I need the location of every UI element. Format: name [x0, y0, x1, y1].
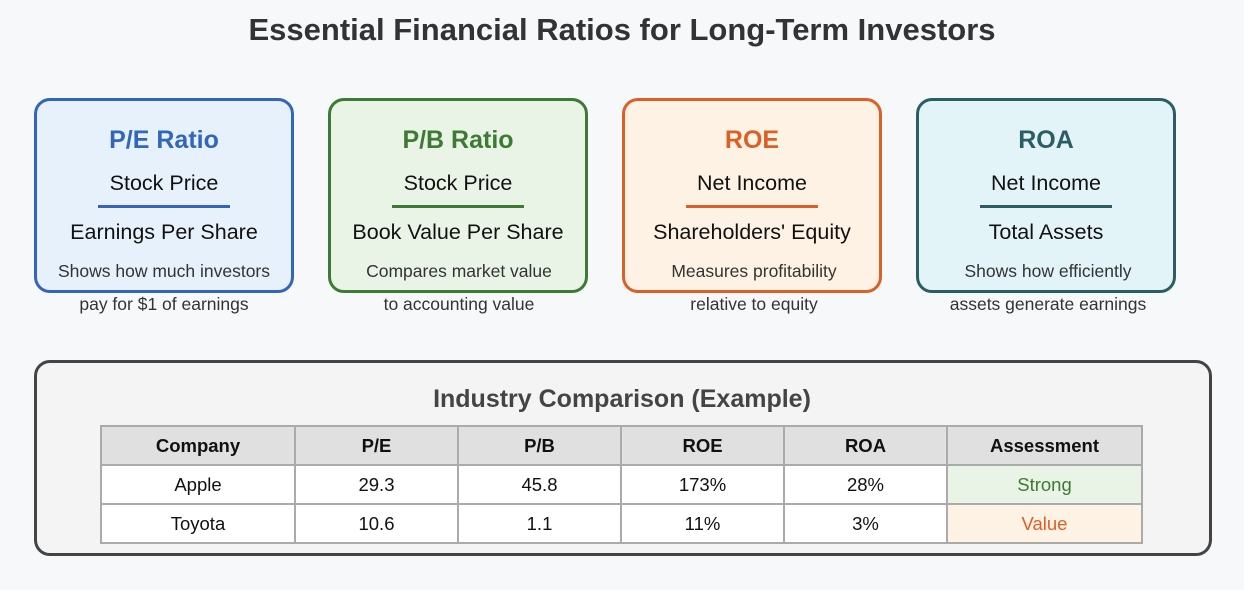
- cell-assessment: Value: [946, 503, 1143, 544]
- pe-description: Shows how much investors pay for $1 of ea…: [14, 255, 314, 321]
- cell-pb: 1.1: [457, 503, 622, 544]
- roe-description: Measures profitability relative to equity: [604, 255, 904, 321]
- fraction-bar: [686, 205, 818, 208]
- header-pb: P/B: [457, 425, 622, 466]
- cell-pe: 10.6: [294, 503, 459, 544]
- card-denominator: Total Assets: [988, 220, 1104, 244]
- card-numerator: Stock Price: [109, 171, 219, 195]
- fraction-bar: [98, 205, 230, 208]
- desc-line: relative to equity: [690, 294, 818, 314]
- card-denominator: Book Value Per Share: [352, 220, 564, 244]
- card-denominator: Shareholders' Equity: [653, 220, 851, 244]
- comparison-title: Industry Comparison (Example): [433, 385, 811, 413]
- cell-pe: 29.3: [294, 464, 459, 505]
- comparison-table: Company P/E P/B ROE ROA Assessment Apple…: [100, 425, 1143, 544]
- header-company: Company: [100, 425, 296, 466]
- table-header-row: Company P/E P/B ROE ROA Assessment: [100, 425, 1143, 466]
- card-denominator: Earnings Per Share: [70, 220, 258, 244]
- cell-roe: 173%: [620, 464, 785, 505]
- desc-line: pay for $1 of earnings: [79, 294, 249, 314]
- desc-line: Measures profitability: [671, 261, 837, 281]
- table-row: Apple 29.3 45.8 173% 28% Strong: [100, 464, 1143, 505]
- header-assessment: Assessment: [946, 425, 1143, 466]
- cell-pb: 45.8: [457, 464, 622, 505]
- card-numerator: Net Income: [991, 171, 1101, 195]
- roe-card: ROE Net Income Shareholders' Equity: [622, 98, 882, 293]
- desc-line: to accounting value: [383, 294, 535, 314]
- card-numerator: Net Income: [697, 171, 807, 195]
- table-row: Toyota 10.6 1.1 11% 3% Value: [100, 503, 1143, 544]
- cell-roe: 11%: [620, 503, 785, 544]
- header-pe: P/E: [294, 425, 459, 466]
- roa-card: ROA Net Income Total Assets: [916, 98, 1176, 293]
- pe-ratio-card: P/E Ratio Stock Price Earnings Per Share: [34, 98, 294, 293]
- fraction-bar: [392, 205, 524, 208]
- cell-roa: 3%: [783, 503, 948, 544]
- fraction-bar: [980, 205, 1112, 208]
- cell-company: Toyota: [100, 503, 296, 544]
- header-roe: ROE: [620, 425, 785, 466]
- card-name: ROE: [724, 126, 780, 154]
- desc-line: Shows how much investors: [57, 261, 271, 281]
- card-name: ROA: [1018, 126, 1074, 154]
- card-numerator: Stock Price: [403, 171, 513, 195]
- cell-roa: 28%: [783, 464, 948, 505]
- cell-assessment: Strong: [946, 464, 1143, 505]
- card-name: P/B Ratio: [402, 126, 514, 154]
- desc-line: Shows how efficiently: [964, 261, 1132, 281]
- desc-line: assets generate earnings: [949, 294, 1147, 314]
- desc-line: Compares market value: [366, 261, 552, 281]
- pb-ratio-card: P/B Ratio Stock Price Book Value Per Sha…: [328, 98, 588, 293]
- page-title: Essential Financial Ratios for Long-Term…: [248, 12, 996, 47]
- card-name: P/E Ratio: [109, 126, 219, 154]
- pb-description: Compares market value to accounting value: [309, 255, 609, 321]
- roa-description: Shows how efficiently assets generate ear…: [898, 255, 1198, 321]
- cell-company: Apple: [100, 464, 296, 505]
- header-roa: ROA: [783, 425, 948, 466]
